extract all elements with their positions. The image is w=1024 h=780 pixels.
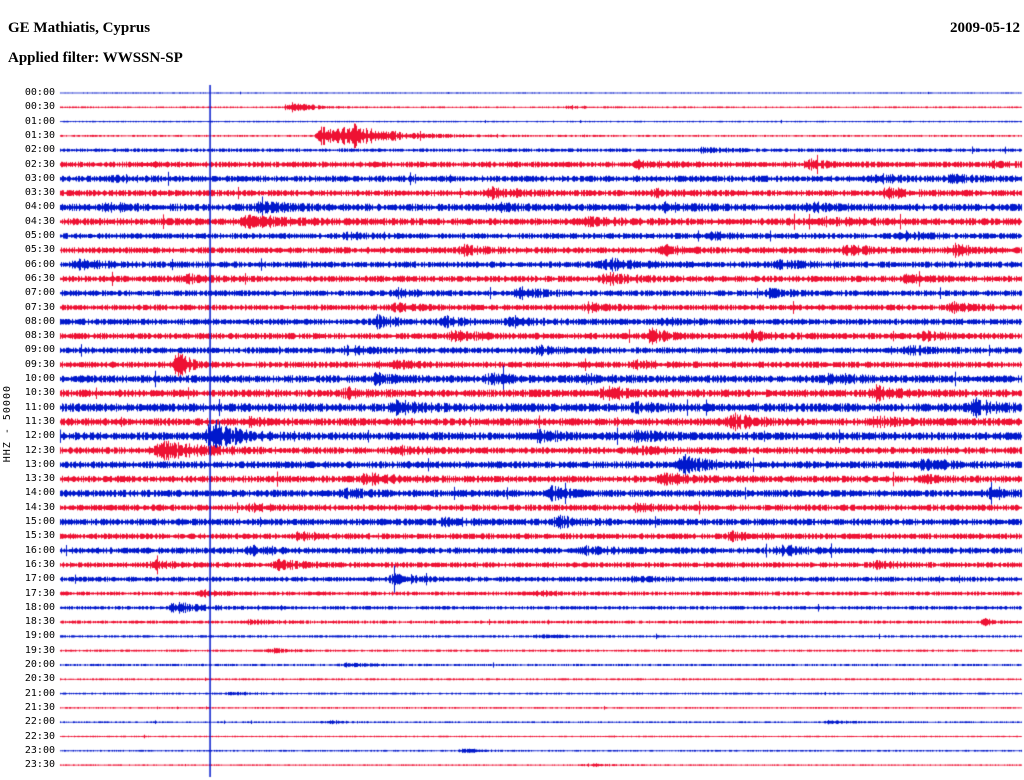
record-date: 2009-05-12 <box>950 20 1020 36</box>
time-label: 20:00 <box>24 659 55 670</box>
time-label: 23:00 <box>24 744 55 756</box>
time-label: 21:00 <box>24 687 55 699</box>
time-label: 03:30 <box>24 187 55 199</box>
time-label: 19:00 <box>24 630 55 642</box>
time-label: 01:00 <box>24 115 55 127</box>
time-label: 22:00 <box>24 716 55 728</box>
time-label: 15:30 <box>24 530 55 542</box>
time-label: 17:00 <box>24 573 55 585</box>
time-label: 16:30 <box>24 558 55 570</box>
time-label: 00:00 <box>24 87 55 98</box>
time-label: 03:00 <box>24 172 55 184</box>
time-label: 07:00 <box>24 287 55 299</box>
time-label: 14:30 <box>24 501 55 513</box>
time-label: 17:30 <box>24 587 55 599</box>
time-label: 09:00 <box>24 344 55 356</box>
time-label: 11:30 <box>24 415 55 427</box>
time-label: 14:00 <box>24 487 55 499</box>
time-label: 10:30 <box>24 387 55 399</box>
time-label: 13:30 <box>24 473 55 485</box>
time-label: 15:00 <box>24 516 55 527</box>
time-label: 08:00 <box>24 315 55 327</box>
time-label: 02:30 <box>24 158 55 170</box>
time-label: 04:00 <box>24 201 55 213</box>
time-label: 08:30 <box>24 330 55 342</box>
time-label: 05:30 <box>24 244 55 256</box>
time-label: 23:30 <box>24 759 55 771</box>
station-title: GE Mathiatis, Cyprus <box>8 20 151 36</box>
time-label: 01:30 <box>24 129 55 141</box>
filter-label: Applied filter: WWSSN-SP <box>8 50 183 66</box>
time-label: 06:30 <box>24 272 55 284</box>
time-label: 07:30 <box>24 301 55 313</box>
time-label: 22:30 <box>24 730 55 742</box>
time-label: 05:00 <box>24 230 55 241</box>
time-label: 18:30 <box>24 616 55 628</box>
time-label: 11:00 <box>24 401 55 413</box>
time-label: 16:00 <box>24 544 55 556</box>
time-label: 18:00 <box>24 601 55 613</box>
time-axis: 00:00 00:30 01:00 01:30 02:00 02:30 03:00 03:30… <box>0 0 57 780</box>
time-label: 06:00 <box>24 258 55 270</box>
time-label: 04:30 <box>24 215 55 227</box>
time-label: 21:30 <box>24 701 55 713</box>
time-label: 19:30 <box>24 644 55 656</box>
time-label: 09:30 <box>24 358 55 370</box>
time-label: 02:00 <box>24 144 55 156</box>
time-label: 13:00 <box>24 458 55 470</box>
time-label: 20:30 <box>24 673 55 685</box>
time-label: 00:30 <box>24 101 55 113</box>
time-label: 12:30 <box>24 444 55 456</box>
time-label: 12:00 <box>24 430 55 442</box>
time-label: 10:00 <box>24 373 55 384</box>
